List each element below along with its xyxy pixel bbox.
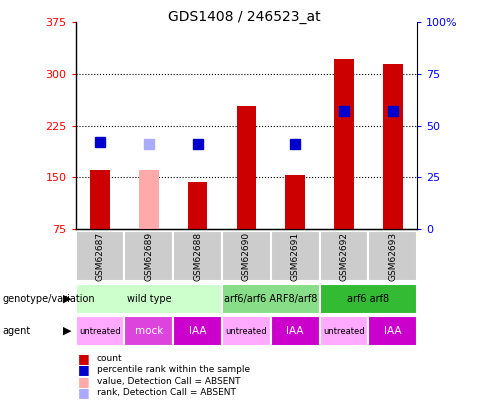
Text: IAA: IAA [189,326,206,336]
Text: ■: ■ [78,386,90,399]
Bar [90,170,110,229]
Bar [173,231,222,281]
Bar [222,284,320,314]
Text: ▶: ▶ [63,326,72,336]
Text: GSM62690: GSM62690 [242,232,251,281]
Text: arf6/arf6 ARF8/arf8: arf6/arf6 ARF8/arf8 [224,294,318,304]
Bar [320,231,368,281]
Text: agent: agent [2,326,31,336]
Text: ▶: ▶ [63,294,72,304]
Text: GSM62691: GSM62691 [291,232,300,281]
Text: IAA: IAA [286,326,304,336]
Text: GSM62687: GSM62687 [96,232,104,281]
Bar [124,231,173,281]
Text: mock: mock [135,326,163,336]
Bar [368,316,417,346]
Bar [271,316,320,346]
Bar [173,316,222,346]
Text: ■: ■ [78,363,90,376]
Text: GSM62689: GSM62689 [144,232,153,281]
Bar [76,231,124,281]
Text: ■: ■ [78,375,90,388]
Bar [222,231,271,281]
Text: genotype/variation: genotype/variation [2,294,95,304]
Bar [320,316,368,346]
Bar [334,59,354,229]
Text: IAA: IAA [384,326,402,336]
Bar [222,316,271,346]
Text: untreated: untreated [79,326,121,336]
Bar [237,106,256,229]
Text: percentile rank within the sample: percentile rank within the sample [97,365,250,374]
Text: value, Detection Call = ABSENT: value, Detection Call = ABSENT [97,377,240,386]
Text: GDS1408 / 246523_at: GDS1408 / 246523_at [168,10,320,24]
Bar [320,284,417,314]
Bar [76,284,222,314]
Text: ■: ■ [78,352,90,365]
Text: untreated: untreated [323,326,365,336]
Bar [188,182,207,229]
Text: wild type: wild type [126,294,171,304]
Text: GSM62692: GSM62692 [340,232,348,281]
Bar [124,316,173,346]
Text: GSM62688: GSM62688 [193,232,202,281]
Bar [271,231,320,281]
Bar [76,316,124,346]
Text: count: count [97,354,122,363]
Bar [139,170,159,229]
Bar [368,231,417,281]
Text: rank, Detection Call = ABSENT: rank, Detection Call = ABSENT [97,388,236,397]
Bar [383,64,403,229]
Bar [285,175,305,229]
Text: untreated: untreated [225,326,267,336]
Text: GSM62693: GSM62693 [388,232,397,281]
Text: arf6 arf8: arf6 arf8 [347,294,389,304]
